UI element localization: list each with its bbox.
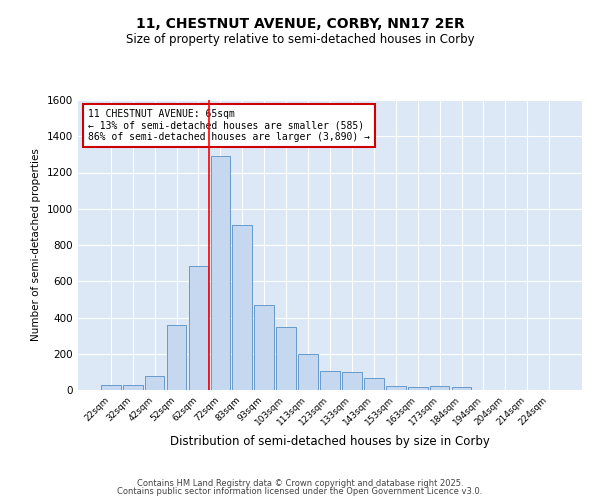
Text: 11, CHESTNUT AVENUE, CORBY, NN17 2ER: 11, CHESTNUT AVENUE, CORBY, NN17 2ER <box>136 18 464 32</box>
Bar <box>452 388 472 390</box>
Bar <box>298 354 318 390</box>
Bar <box>430 386 449 390</box>
Bar <box>386 386 406 390</box>
Y-axis label: Number of semi-detached properties: Number of semi-detached properties <box>31 148 41 342</box>
Text: Contains public sector information licensed under the Open Government Licence v3: Contains public sector information licen… <box>118 487 482 496</box>
Bar <box>123 384 143 390</box>
Bar <box>408 388 428 390</box>
Bar <box>101 386 121 390</box>
Bar <box>276 326 296 390</box>
X-axis label: Distribution of semi-detached houses by size in Corby: Distribution of semi-detached houses by … <box>170 436 490 448</box>
Text: Size of property relative to semi-detached houses in Corby: Size of property relative to semi-detach… <box>125 32 475 46</box>
Bar <box>342 372 362 390</box>
Bar <box>254 305 274 390</box>
Bar <box>211 156 230 390</box>
Bar <box>320 371 340 390</box>
Bar <box>232 225 252 390</box>
Text: 11 CHESTNUT AVENUE: 65sqm
← 13% of semi-detached houses are smaller (585)
86% of: 11 CHESTNUT AVENUE: 65sqm ← 13% of semi-… <box>88 108 370 142</box>
Text: Contains HM Land Registry data © Crown copyright and database right 2025.: Contains HM Land Registry data © Crown c… <box>137 478 463 488</box>
Bar <box>364 378 384 390</box>
Bar <box>167 325 187 390</box>
Bar <box>188 266 208 390</box>
Bar <box>145 376 164 390</box>
